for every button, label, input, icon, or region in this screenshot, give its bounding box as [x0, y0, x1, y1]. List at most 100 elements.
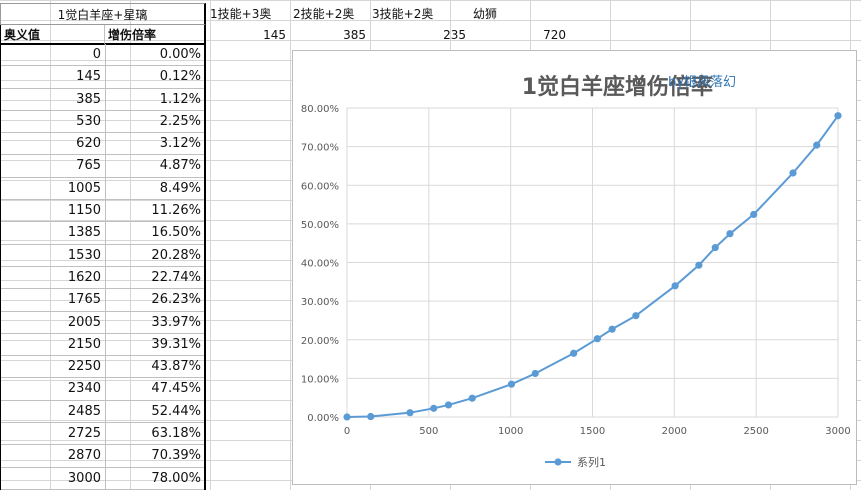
- data-table: 0 0.00% 145 0.12% 385 1.12% 530 2.25% 620 3.12% 76…: [0, 44, 206, 490]
- table-row: 1385 16.50%: [1, 222, 204, 245]
- data-point: [406, 409, 414, 417]
- cell-value[interactable]: 385: [1, 88, 106, 110]
- x-tick-label: 500: [419, 426, 438, 437]
- table-row: 530 2.25%: [1, 110, 204, 134]
- cell-multiplier[interactable]: 3.12%: [159, 136, 201, 152]
- y-tick-label: 40.00%: [301, 259, 339, 270]
- data-point: [813, 141, 821, 149]
- cell-value[interactable]: 1530: [1, 244, 106, 266]
- cell-multiplier[interactable]: 70.39%: [151, 448, 201, 464]
- cell-value[interactable]: 2485: [1, 400, 106, 423]
- cell-multiplier[interactable]: 52.44%: [151, 403, 201, 419]
- cell-multiplier[interactable]: 16.50%: [151, 225, 201, 241]
- cell-value[interactable]: 3000: [1, 467, 106, 489]
- table-row: 2870 70.39%: [1, 445, 204, 468]
- data-point: [468, 394, 476, 402]
- legend-marker: [554, 458, 562, 466]
- x-tick-label: 3000: [825, 426, 850, 437]
- y-tick-label: 60.00%: [301, 181, 339, 192]
- column-header-multiplier[interactable]: 增伤倍率: [105, 25, 206, 45]
- cell-value[interactable]: 2725: [1, 423, 106, 445]
- x-tick-label: 2500: [743, 426, 768, 437]
- table-row: 3000 78.00%: [1, 467, 204, 490]
- data-point: [632, 312, 640, 320]
- table-title[interactable]: 1觉白羊座+星璃: [0, 3, 206, 25]
- data-point: [444, 401, 453, 409]
- table-row: 145 0.12%: [1, 66, 204, 89]
- cell-multiplier[interactable]: 78.00%: [151, 470, 201, 486]
- cell-value[interactable]: 1005: [1, 177, 106, 200]
- data-point: [367, 412, 375, 421]
- legend-label: 系列1: [577, 455, 606, 469]
- cell-value[interactable]: 1150: [1, 200, 106, 222]
- table-row: 2340 47.45%: [1, 378, 204, 401]
- cell-value[interactable]: 2005: [1, 311, 106, 333]
- cell-multiplier[interactable]: 0.12%: [159, 69, 201, 85]
- header-label-2[interactable]: 2技能+2奥: [293, 7, 355, 21]
- cell-multiplier[interactable]: 1.12%: [159, 91, 201, 107]
- cell-value[interactable]: 2250: [1, 356, 106, 378]
- header-value-3[interactable]: 235: [443, 28, 466, 42]
- cell-multiplier[interactable]: 43.87%: [151, 359, 201, 375]
- table-row: 2725 63.18%: [1, 423, 204, 446]
- cell-value[interactable]: 2870: [1, 445, 106, 467]
- cell-value[interactable]: 2340: [1, 378, 106, 400]
- cell-value[interactable]: 1620: [1, 266, 106, 289]
- chart-area[interactable]: 1觉白羊座增伤倍率 by银风落幻 0.00% 10.00% 20.00% 30.00%…: [292, 50, 857, 485]
- table-row: 385 1.12%: [1, 88, 204, 111]
- header-value-1[interactable]: 145: [263, 28, 286, 42]
- header-value-2[interactable]: 385: [343, 28, 366, 42]
- cell-multiplier[interactable]: 39.31%: [151, 336, 201, 352]
- cell-multiplier[interactable]: 8.49%: [159, 180, 201, 196]
- cell-value[interactable]: 2150: [1, 333, 106, 356]
- data-point: [695, 261, 703, 269]
- cell-multiplier[interactable]: 26.23%: [151, 292, 201, 308]
- cell-multiplier[interactable]: 47.45%: [151, 381, 201, 397]
- x-tick-label: 1500: [580, 426, 605, 437]
- table-row: 1765 26.23%: [1, 289, 204, 312]
- cell-multiplier[interactable]: 2.25%: [159, 113, 201, 129]
- cell-value[interactable]: 1765: [1, 289, 106, 311]
- x-tick-label: 0: [344, 426, 350, 437]
- data-point: [608, 325, 616, 333]
- y-tick-label: 70.00%: [301, 143, 339, 154]
- header-value-4[interactable]: 720: [543, 28, 566, 42]
- data-point: [789, 169, 797, 177]
- table-row: 1005 8.49%: [1, 177, 204, 201]
- table-row: 2250 43.87%: [1, 356, 204, 379]
- cell-multiplier[interactable]: 11.26%: [151, 203, 201, 219]
- data-point: [343, 413, 351, 421]
- table-row: 1620 22.74%: [1, 266, 204, 290]
- cell-multiplier[interactable]: 4.87%: [159, 158, 201, 174]
- table-row: 2485 52.44%: [1, 400, 204, 424]
- cell-value[interactable]: 1385: [1, 222, 106, 244]
- y-tick-label: 80.00%: [301, 104, 339, 115]
- cell-value[interactable]: 145: [1, 66, 106, 88]
- y-tick-label: 0.00%: [307, 413, 339, 424]
- cell-value[interactable]: 0: [1, 44, 106, 66]
- cell-multiplier[interactable]: 20.28%: [151, 247, 201, 263]
- header-label-1[interactable]: 1技能+3奥: [210, 7, 272, 21]
- data-point: [593, 335, 602, 343]
- data-point: [531, 369, 539, 378]
- y-tick-label: 20.00%: [301, 336, 339, 347]
- header-label-4[interactable]: 幼狮: [473, 7, 498, 21]
- y-tick-label: 50.00%: [301, 220, 339, 231]
- x-tick-label: 2000: [662, 426, 687, 437]
- column-header-value[interactable]: 奥义值: [0, 25, 105, 45]
- cell-multiplier[interactable]: 0.00%: [159, 47, 201, 62]
- cell-multiplier[interactable]: 33.97%: [151, 314, 201, 330]
- cell-value[interactable]: 765: [1, 155, 106, 177]
- header-label-3[interactable]: 3技能+2奥: [372, 7, 434, 21]
- cell-value[interactable]: 530: [1, 110, 106, 133]
- table-row: 1530 20.28%: [1, 244, 204, 267]
- y-tick-label: 30.00%: [301, 297, 339, 308]
- data-point: [507, 380, 516, 388]
- table-row: 2005 33.97%: [1, 311, 204, 334]
- x-tick-label: 1000: [498, 426, 523, 437]
- cell-multiplier[interactable]: 22.74%: [151, 269, 201, 285]
- cell-value[interactable]: 620: [1, 133, 106, 155]
- data-point: [570, 349, 578, 357]
- cell-multiplier[interactable]: 63.18%: [151, 426, 201, 442]
- chart-svg: 0.00% 10.00% 20.00% 30.00% 40.00% 50.00% 60.00…: [301, 104, 851, 469]
